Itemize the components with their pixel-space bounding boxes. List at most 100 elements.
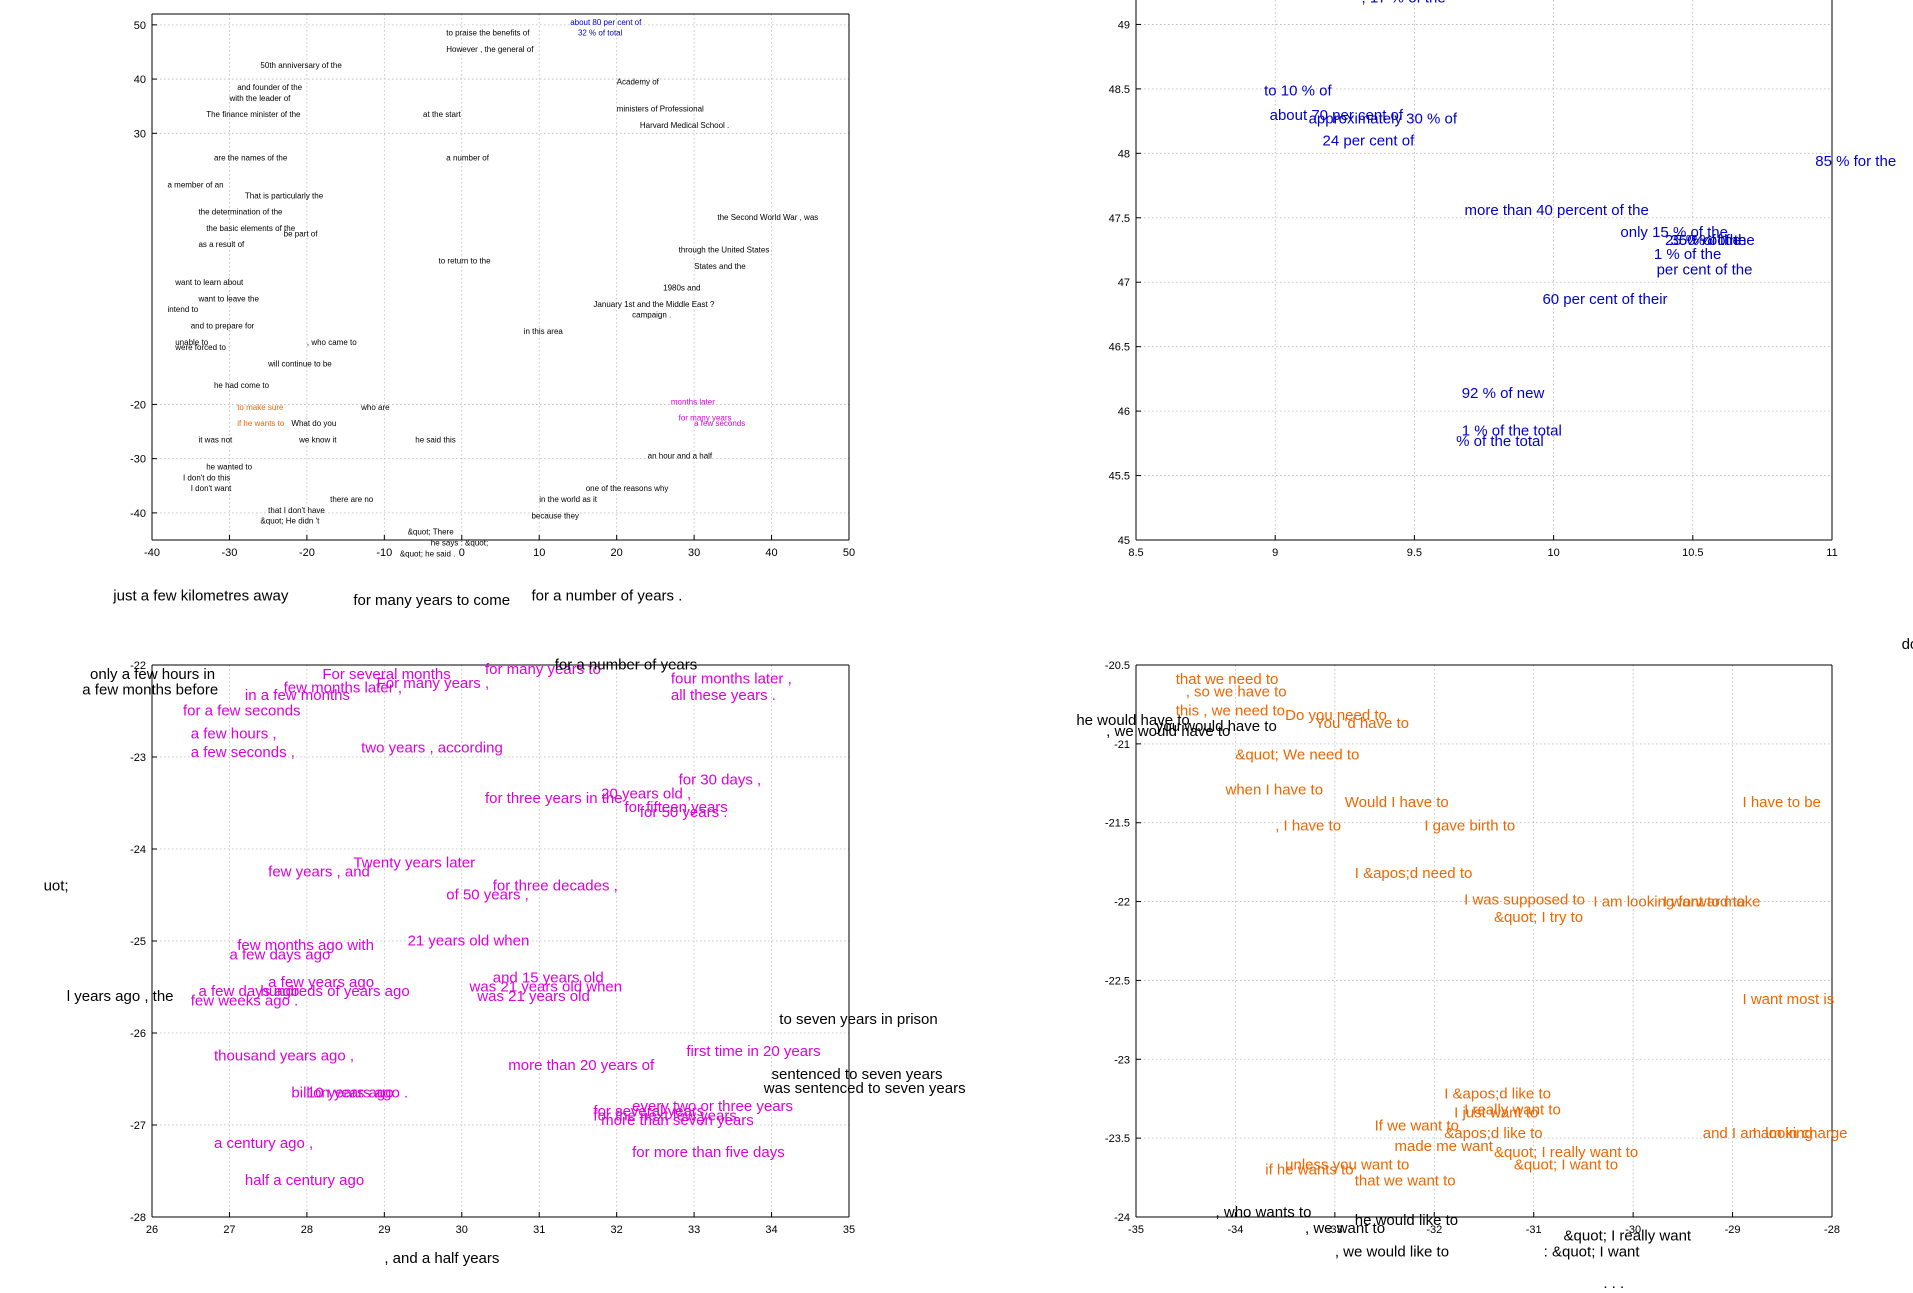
data-point-label: Academy of (617, 77, 660, 86)
data-point-label: few months later , (284, 680, 402, 697)
data-point-label: for three years in the (485, 790, 623, 807)
data-point-label: few months ago with (237, 937, 374, 954)
data-point-label: approximately 30 % of (1309, 111, 1458, 128)
data-point-label: I am in charge (1752, 1125, 1847, 1142)
data-point-label: unless you want to (1285, 1157, 1409, 1174)
data-point-label: a few years ago (268, 974, 374, 991)
data-point-label: for a number of years (555, 657, 698, 674)
data-point-label: to praise the benefits of (446, 29, 530, 38)
data-point-label: Would I have to (1345, 794, 1449, 811)
data-point-label: first time in 20 years (686, 1043, 820, 1060)
data-point-label: the determination of the (198, 208, 283, 217)
data-point-label: For several months (322, 666, 450, 683)
data-point-label: want to leave the (197, 294, 259, 303)
x-tick-label: 26 (146, 1224, 158, 1236)
data-point-label: for fifteen years (624, 799, 727, 816)
data-point-label: for many years to come (353, 592, 510, 609)
data-point-label: campaign . (632, 311, 671, 320)
data-point-label: , 17 % of the (1362, 0, 1446, 7)
data-point-label: in this area (524, 327, 564, 336)
data-point-label: 21 years old when (408, 933, 530, 950)
data-point-label: , we would like to (1335, 1243, 1449, 1260)
data-point-label: , who came to (307, 338, 357, 347)
data-point-label: the Second World War , was (717, 213, 818, 222)
data-point-label: , I have to (1275, 818, 1341, 835)
data-point-label: about 70 per cent of (1270, 107, 1404, 124)
data-point-label: are the names of the (214, 153, 288, 162)
x-tick-label: 27 (223, 1224, 235, 1236)
data-point-label: you would have to (1156, 718, 1277, 735)
x-tick-label: 11 (1826, 547, 1837, 559)
data-point-label: I don't want (191, 484, 232, 493)
data-point-label: half a century ago (245, 1172, 364, 1189)
chart-panel-4: -35 -34 -33 -32 -31 -30 -29 -28 -24 -23.5 -23 -22.5… (1076, 636, 1913, 1292)
x-tick-label: 35 (843, 1224, 855, 1236)
data-point-label: there are no (330, 495, 374, 504)
data-point-label: for 50 years . (640, 804, 728, 821)
data-point-label: that we want to (1355, 1172, 1456, 1189)
data-point-label: &quot; I try to (1494, 909, 1583, 926)
data-point-label: an hour and a half (648, 452, 713, 461)
y-tick-label: -24 (1114, 1212, 1130, 1224)
data-point-label: &quot; I really want (1564, 1228, 1692, 1245)
data-point-label: . . . (1603, 1275, 1624, 1292)
y-tick-label: -40 (130, 508, 146, 520)
data-point-label: &apos;d like to (1444, 1125, 1542, 1142)
y-tick-label: -27 (130, 1120, 146, 1132)
data-point-label: more than 40 percent of the (1465, 202, 1649, 219)
data-point-label: a century ago , (214, 1135, 313, 1152)
x-tick-label: 30 (456, 1224, 468, 1236)
x-tick-label: 40 (765, 547, 777, 559)
x-tick-label: 50 (843, 547, 855, 559)
data-point-label: Twenty years later (353, 854, 475, 871)
x-tick-label: 9 (1272, 547, 1278, 559)
data-point-label: were forced to (174, 343, 226, 352)
data-point-label: to 10 % of (1264, 82, 1332, 99)
data-point-label: was 21 years old (476, 988, 590, 1005)
y-tick-label: 46 (1118, 406, 1130, 418)
x-tick-label: -28 (1824, 1224, 1840, 1236)
data-point-label: we know it (298, 435, 337, 444)
data-point-label: of 50 years , (446, 887, 529, 904)
data-point-label: I was supposed to (1464, 892, 1585, 909)
data-point-label: 60 per cent of their (1542, 291, 1667, 308)
data-point-label: will continue to be (267, 359, 332, 368)
x-tick-label: 10 (1547, 547, 1559, 559)
data-point-label: only 15 % of the (1620, 224, 1728, 241)
data-point-label: intend to (167, 305, 198, 314)
data-point-label: the basic elements of the (206, 224, 295, 233)
data-point-label: do you say to (1902, 636, 1913, 653)
y-tick-label: -23.5 (1105, 1133, 1130, 1145)
x-tick-label: 10 (533, 547, 545, 559)
x-tick-label: 32 (611, 1224, 623, 1236)
y-tick-label: 47.5 (1109, 213, 1130, 225)
data-point-label: few years , and (268, 864, 370, 881)
y-tick-label: -21 (1114, 739, 1130, 751)
y-tick-label: -22 (1114, 897, 1130, 909)
y-tick-label: -26 (130, 1028, 146, 1040)
x-tick-label: -30 (221, 547, 237, 559)
y-tick-label: -23 (1114, 1054, 1130, 1066)
data-point-label: and to prepare for (191, 322, 255, 331)
x-tick-label: 30 (688, 547, 700, 559)
y-tick-label: 50 (134, 20, 146, 32)
y-tick-label: 47 (1118, 277, 1130, 289)
data-point-label: made me want (1395, 1138, 1494, 1155)
data-point-label: , and a half years (384, 1250, 499, 1267)
data-point-label: a few hours , (191, 726, 277, 743)
data-point-label: hundreds of years ago (260, 983, 409, 1000)
data-point-label: States and the (694, 262, 746, 271)
data-point-label: I &apos;d like to (1444, 1086, 1551, 1103)
data-point-label: &quot; We need to (1235, 747, 1359, 764)
data-point-label: 1 % of the (1654, 246, 1722, 263)
y-tick-label: 45 (1118, 535, 1130, 547)
x-tick-label: -29 (1725, 1224, 1741, 1236)
x-tick-label: -10 (376, 547, 392, 559)
y-tick-label: 40 (134, 74, 146, 86)
data-point-label: I want to make (1663, 893, 1761, 910)
y-tick-label: 30 (134, 128, 146, 140)
data-point-label: , who wants to (1216, 1204, 1312, 1221)
data-point-label: 20 years old , (601, 785, 691, 802)
y-tick-label: 45.5 (1109, 471, 1130, 483)
data-point-label: % of the total (1456, 433, 1544, 450)
